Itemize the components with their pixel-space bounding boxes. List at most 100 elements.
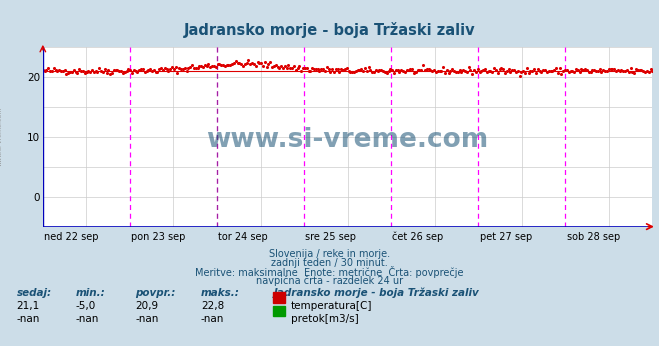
Point (492, 70, 503, 75)
Point (427, 69, 438, 74)
Point (296, 68, 306, 73)
Point (640, 69, 650, 75)
Point (289, 64, 299, 69)
Point (358, 68, 368, 73)
Point (403, 67, 414, 73)
Point (545, 69, 556, 74)
Point (536, 70, 547, 75)
Point (129, 67, 139, 73)
Text: povpr.:: povpr.: (135, 288, 175, 298)
Point (87, 67, 98, 73)
Point (491, 67, 501, 73)
Point (241, 61, 252, 66)
Point (181, 69, 192, 74)
Text: -5,0: -5,0 (76, 301, 96, 311)
Point (623, 69, 634, 75)
Point (232, 61, 243, 66)
Text: zadnji teden / 30 minut.: zadnji teden / 30 minut. (271, 258, 388, 268)
Point (209, 63, 219, 69)
Point (293, 65, 303, 71)
Point (575, 69, 585, 74)
Point (398, 68, 409, 73)
Point (132, 69, 143, 74)
Point (547, 68, 558, 73)
Point (596, 69, 607, 74)
Point (460, 68, 471, 73)
Point (631, 66, 641, 72)
Point (432, 68, 443, 74)
Point (429, 67, 440, 72)
Point (449, 68, 459, 73)
Point (231, 58, 241, 64)
Point (376, 67, 387, 73)
Point (614, 69, 625, 74)
Point (88, 69, 99, 74)
Point (96, 68, 106, 73)
Point (540, 67, 550, 73)
Point (172, 70, 183, 76)
Point (600, 68, 610, 74)
Text: Meritve: maksimalne  Enote: metrične  Črta: povprečje: Meritve: maksimalne Enote: metrične Črta… (195, 266, 464, 279)
Point (105, 71, 115, 76)
Point (138, 66, 148, 72)
Point (372, 68, 383, 74)
Point (627, 70, 638, 75)
Point (420, 67, 430, 73)
Point (374, 67, 385, 72)
Point (339, 66, 350, 72)
Text: 21,1: 21,1 (16, 301, 40, 311)
Point (150, 69, 161, 74)
Point (216, 62, 227, 67)
Point (71, 69, 81, 75)
Text: Slovenija / reke in morje.: Slovenija / reke in morje. (269, 249, 390, 259)
Point (534, 68, 545, 73)
Point (225, 62, 235, 68)
Text: min.:: min.: (76, 288, 105, 298)
Point (565, 68, 576, 74)
Point (513, 68, 523, 74)
Point (56, 69, 67, 74)
Point (585, 69, 596, 74)
Point (49, 65, 59, 71)
Point (192, 65, 203, 71)
Point (277, 65, 288, 71)
Point (349, 69, 359, 75)
Text: www.si-vreme.com: www.si-vreme.com (206, 127, 489, 153)
Point (389, 70, 399, 75)
Point (221, 62, 232, 67)
Point (81, 69, 92, 74)
Point (440, 71, 450, 76)
Point (415, 67, 425, 73)
Point (183, 66, 194, 71)
Point (50, 67, 61, 72)
Point (471, 69, 481, 74)
Point (214, 62, 225, 67)
Point (434, 69, 445, 74)
Point (325, 69, 335, 75)
Point (312, 66, 323, 72)
Point (252, 60, 263, 65)
Point (171, 64, 181, 70)
Point (107, 70, 117, 75)
Point (405, 66, 416, 72)
Point (620, 68, 631, 73)
Point (45, 68, 55, 74)
Point (94, 65, 105, 71)
Text: sob 28 sep: sob 28 sep (567, 232, 620, 242)
Point (573, 67, 583, 73)
Point (551, 65, 561, 71)
Point (210, 64, 221, 70)
Point (609, 66, 619, 72)
Point (604, 66, 614, 72)
Point (43, 66, 53, 71)
Point (276, 63, 287, 69)
Point (569, 69, 579, 74)
Point (109, 67, 119, 73)
Point (394, 69, 405, 75)
Point (485, 69, 496, 74)
Point (74, 66, 84, 71)
Point (589, 67, 600, 73)
Point (592, 68, 603, 73)
Point (625, 65, 636, 70)
Point (558, 68, 569, 74)
